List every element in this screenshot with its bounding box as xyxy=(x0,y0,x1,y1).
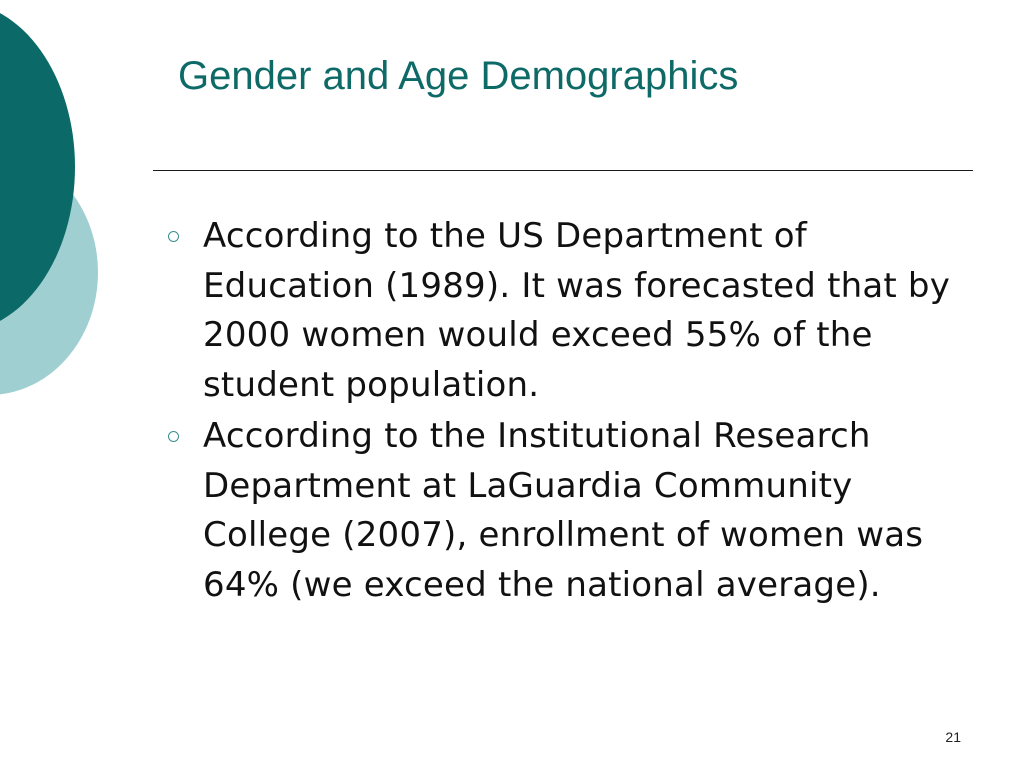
slide-title: Gender and Age Demographics xyxy=(178,54,739,98)
bullet-list: According to the US Department of Educat… xyxy=(160,212,960,612)
hollow-circle-bullet-icon xyxy=(168,431,179,442)
hollow-circle-bullet-icon xyxy=(168,231,179,242)
bullet-text: According to the Institutional Research … xyxy=(203,416,924,605)
bullet-text: According to the US Department of Educat… xyxy=(203,216,951,405)
page-number: 21 xyxy=(945,729,961,745)
bullet-item: According to the US Department of Educat… xyxy=(160,212,960,410)
bullet-item: According to the Institutional Research … xyxy=(160,412,960,610)
title-divider xyxy=(153,170,973,171)
